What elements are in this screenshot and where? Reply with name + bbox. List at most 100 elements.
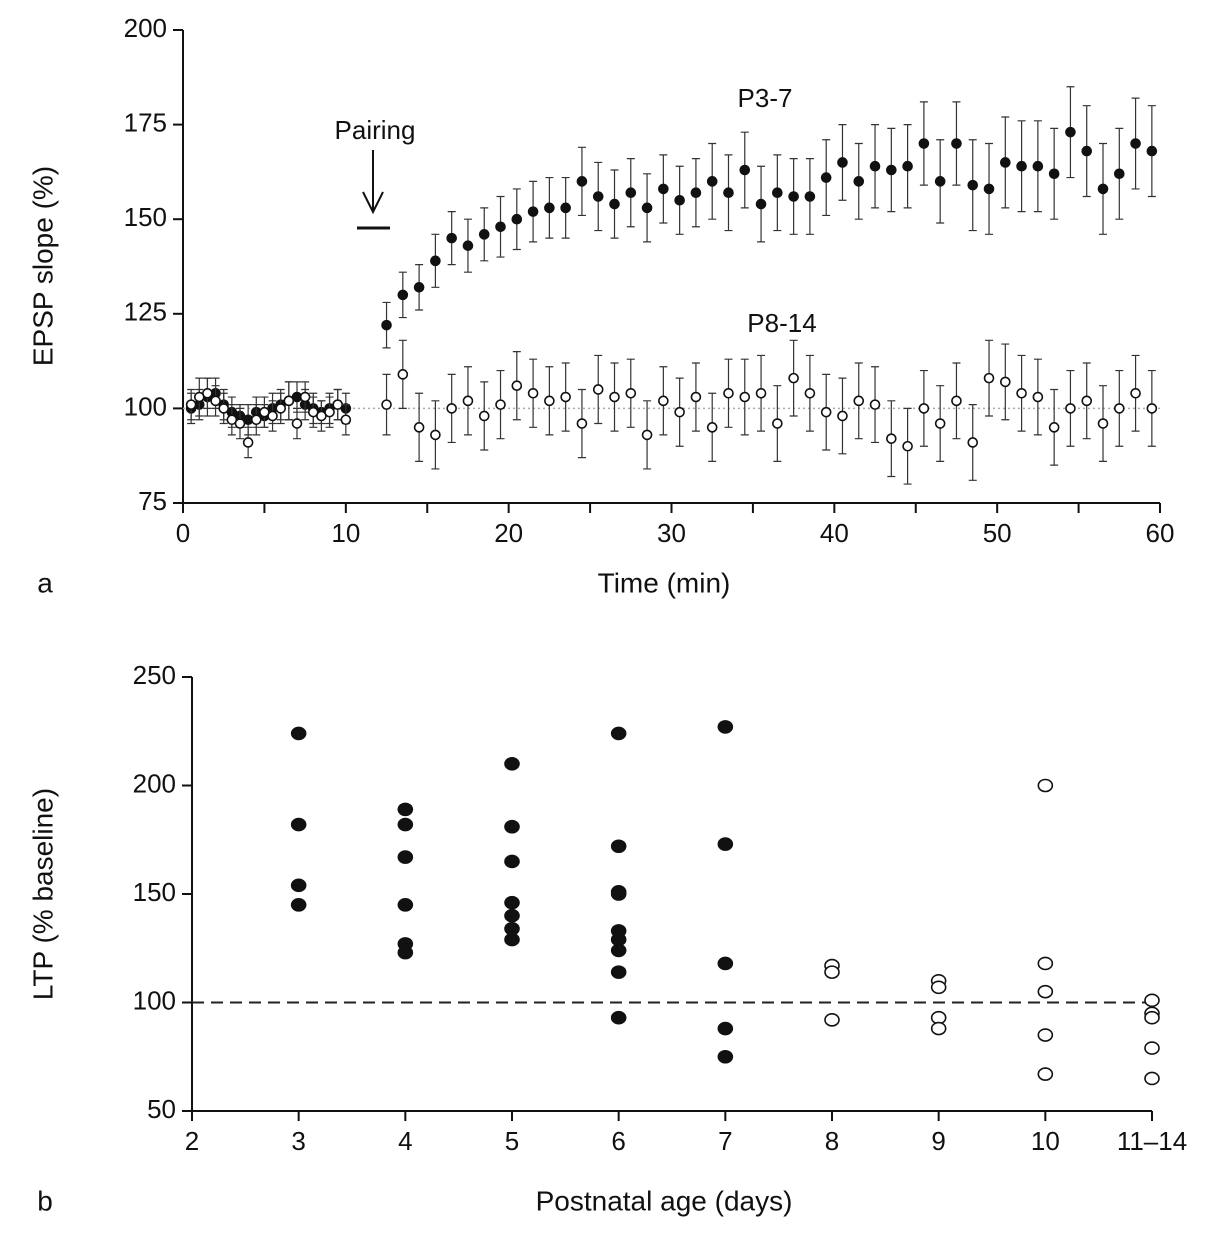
data-point	[1065, 403, 1076, 414]
data-point	[1146, 403, 1158, 414]
data-point	[185, 399, 197, 410]
data-point	[495, 221, 506, 233]
data-point	[772, 418, 783, 429]
data-point	[413, 282, 425, 293]
data-point	[1037, 956, 1054, 971]
data-point	[511, 380, 523, 391]
data-point	[560, 391, 571, 403]
data-point	[381, 319, 392, 331]
data-point	[504, 854, 520, 869]
data-point	[1037, 1067, 1054, 1081]
data-point	[267, 410, 278, 422]
y-tick-label: 100	[133, 985, 176, 1015]
y-tick-label: 75	[138, 486, 167, 516]
data-point	[290, 726, 307, 741]
data-point	[930, 980, 947, 995]
data-point	[625, 187, 637, 199]
data-point	[381, 399, 392, 410]
y-tick-label: 175	[124, 107, 167, 137]
x-tick-label: 5	[505, 1126, 519, 1156]
data-point	[397, 802, 414, 817]
data-point	[717, 1049, 734, 1064]
data-point	[886, 433, 897, 444]
data-point	[592, 191, 604, 202]
data-point	[495, 399, 506, 410]
data-point	[1081, 145, 1093, 157]
data-point	[717, 837, 734, 851]
x-tick-label: 11–14	[1117, 1126, 1187, 1156]
data-point	[290, 878, 307, 893]
data-point	[397, 369, 409, 380]
data-point	[1146, 145, 1158, 157]
data-point	[290, 817, 307, 832]
y-tick-label: 150	[133, 877, 176, 907]
data-point	[1065, 126, 1076, 138]
data-point	[804, 191, 816, 202]
data-point	[430, 255, 441, 267]
x-tick-label: 9	[931, 1126, 945, 1156]
data-point	[853, 395, 865, 407]
x-axis-label: Postnatal age (days)	[536, 1185, 793, 1216]
data-point	[706, 422, 718, 433]
data-point	[641, 429, 653, 441]
data-point	[430, 429, 441, 441]
data-point	[717, 956, 734, 971]
y-tick-label: 150	[124, 202, 167, 232]
data-point	[1048, 422, 1060, 433]
x-tick-label: 2	[185, 1126, 199, 1156]
data-point	[610, 943, 627, 958]
data-point	[967, 437, 979, 448]
data-point	[478, 229, 490, 240]
x-tick-label: 7	[718, 1126, 732, 1156]
data-point	[250, 414, 262, 426]
data-point	[544, 395, 555, 407]
data-point	[951, 138, 962, 149]
data-point	[504, 932, 520, 947]
x-tick-label: 10	[1031, 1126, 1060, 1156]
data-point	[967, 179, 979, 191]
data-point	[788, 191, 799, 202]
data-point	[576, 418, 588, 429]
data-point	[824, 965, 840, 979]
x-tick-label: 0	[176, 518, 190, 548]
data-point	[820, 172, 832, 183]
data-point	[397, 817, 414, 832]
data-point	[527, 206, 539, 217]
data-point	[610, 965, 627, 979]
data-point	[446, 403, 457, 414]
data-point	[397, 289, 409, 301]
data-point	[1144, 1071, 1160, 1086]
data-point	[869, 399, 881, 410]
data-point	[1130, 387, 1141, 399]
data-point	[1097, 418, 1109, 429]
data-point	[544, 202, 555, 214]
x-tick-label: 3	[291, 1126, 305, 1156]
data-point	[772, 187, 783, 199]
data-point	[902, 440, 913, 452]
data-point	[824, 1013, 840, 1027]
x-tick-label: 8	[825, 1126, 839, 1156]
data-point	[478, 410, 490, 422]
data-point	[1016, 160, 1027, 172]
data-point	[853, 176, 865, 187]
data-point	[983, 372, 995, 384]
data-point	[918, 138, 930, 149]
data-point	[218, 403, 230, 414]
data-point	[820, 406, 832, 418]
data-point	[610, 839, 627, 854]
data-point	[234, 418, 246, 429]
data-point	[290, 898, 307, 912]
data-point	[210, 395, 221, 407]
data-point	[1144, 1010, 1160, 1025]
data-point	[576, 176, 588, 187]
x-tick-label: 60	[1146, 518, 1175, 548]
y-axis-label: EPSP slope (%)	[27, 166, 58, 366]
data-point	[1097, 183, 1109, 195]
data-point	[1144, 993, 1160, 1008]
data-point	[1032, 391, 1044, 403]
data-point	[983, 183, 995, 195]
y-tick-label: 100	[124, 391, 167, 421]
data-point	[1000, 376, 1011, 388]
y-tick-label: 200	[133, 768, 176, 798]
